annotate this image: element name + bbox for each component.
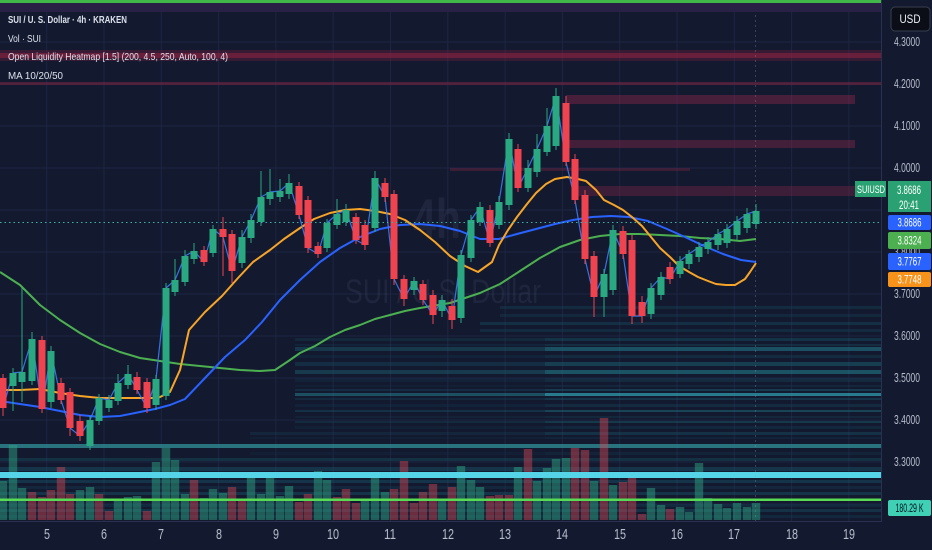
svg-text:18: 18 [786, 526, 798, 543]
svg-text:3.3000: 3.3000 [894, 454, 920, 469]
svg-text:4.1000: 4.1000 [894, 118, 920, 133]
svg-text:11: 11 [384, 526, 396, 543]
svg-text:3.8324: 3.8324 [898, 234, 922, 248]
svg-text:3.4000: 3.4000 [894, 412, 920, 427]
svg-text:19: 19 [843, 526, 855, 543]
svg-text:4.2000: 4.2000 [894, 76, 920, 91]
svg-text:MA 10/20/50: MA 10/20/50 [8, 70, 63, 82]
svg-text:3.8686: 3.8686 [898, 216, 922, 230]
svg-text:3.6000: 3.6000 [894, 328, 920, 343]
svg-text:7: 7 [158, 526, 164, 543]
svg-text:4h: 4h [413, 187, 461, 250]
svg-text:Open Liquidity Heatmap [1.5] (: Open Liquidity Heatmap [1.5] (200, 4.5, … [8, 51, 228, 63]
svg-text:14: 14 [556, 526, 568, 543]
svg-text:17: 17 [728, 526, 740, 543]
svg-text:6: 6 [101, 526, 107, 543]
svg-text:8: 8 [216, 526, 222, 543]
svg-text:15: 15 [614, 526, 626, 543]
svg-text:3.7748: 3.7748 [898, 273, 922, 287]
svg-text:10: 10 [327, 526, 339, 543]
svg-text:9: 9 [273, 526, 279, 543]
svg-text:Vol · SUI: Vol · SUI [8, 33, 41, 45]
svg-text:4.0000: 4.0000 [894, 160, 920, 175]
svg-text:3.5000: 3.5000 [894, 370, 920, 385]
svg-text:SUI / U. S. Dollar · 4h · KRAK: SUI / U. S. Dollar · 4h · KRAKEN [8, 14, 127, 26]
svg-text:3.7767: 3.7767 [898, 255, 922, 269]
svg-text:3.8686: 3.8686 [897, 183, 921, 197]
svg-text:USD: USD [900, 14, 921, 26]
svg-text:16: 16 [671, 526, 683, 543]
svg-text:180.29 K: 180.29 K [896, 501, 924, 515]
svg-text:13: 13 [499, 526, 511, 543]
svg-text:4.3000: 4.3000 [894, 34, 920, 49]
svg-text:SUIUSD: SUIUSD [857, 184, 885, 196]
svg-text:12: 12 [442, 526, 454, 543]
svg-text:20:41: 20:41 [899, 198, 919, 212]
svg-text:3.7000: 3.7000 [894, 286, 920, 301]
svg-text:5: 5 [44, 526, 50, 543]
